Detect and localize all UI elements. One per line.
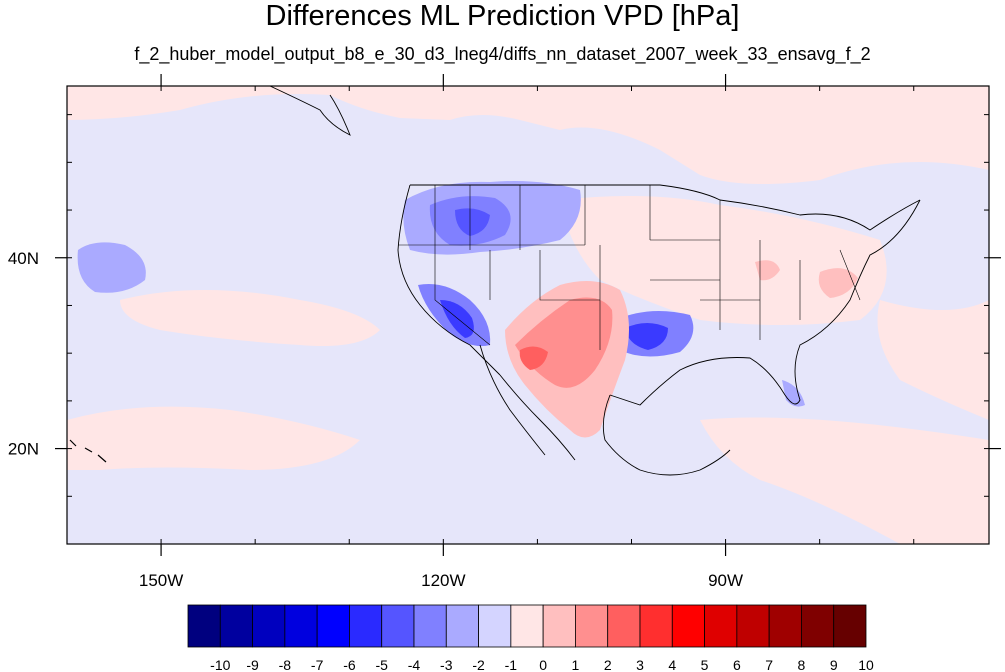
positive-area-atlantic xyxy=(877,300,989,420)
y-tick-label: 40N xyxy=(8,249,39,268)
colorbar-label: 5 xyxy=(701,657,709,672)
colorbar-label: 10 xyxy=(858,657,874,672)
colorbar-label: 3 xyxy=(636,657,644,672)
colorbar-swatch xyxy=(478,604,512,648)
colorbar-label: -1 xyxy=(505,657,518,672)
colorbar-swatch xyxy=(349,604,383,648)
colorbar-label: -4 xyxy=(408,657,421,672)
colorbar-label: -8 xyxy=(279,657,292,672)
map-frame xyxy=(66,85,990,545)
colorbar-swatch xyxy=(284,604,318,648)
positive-area-ohio-valley xyxy=(755,260,780,281)
colorbar-swatch xyxy=(413,604,447,648)
alaska-coast xyxy=(269,86,351,136)
colorbar-label: 9 xyxy=(830,657,838,672)
difference-field xyxy=(67,86,989,544)
colorbar-label: -6 xyxy=(343,657,356,672)
positive-area-mid-atlantic xyxy=(818,268,858,298)
map-title: Differences ML Prediction VPD [hPa] xyxy=(265,0,740,32)
positive-area-north-pacific xyxy=(67,86,989,184)
colorbar: -10 -9 -8 -7 -6 -5 -4 -3 -2 -1 0 1 2 3 4 5 6 7 8 9 10 xyxy=(187,604,874,672)
colorbar-label: -9 xyxy=(246,657,259,672)
positive-area-caribbean xyxy=(700,417,989,544)
positive-area-pacific-band xyxy=(120,290,380,346)
colorbar-swatch xyxy=(671,604,705,648)
colorbar-label: -7 xyxy=(311,657,324,672)
colorbar-swatch xyxy=(252,604,286,648)
y-tick-label: 20N xyxy=(8,440,39,459)
x-tick-label: 120W xyxy=(421,571,465,590)
colorbar-label: 4 xyxy=(668,657,676,672)
colorbar-swatch xyxy=(833,604,867,648)
colorbar-swatch xyxy=(639,604,673,648)
colorbar-label: 8 xyxy=(798,657,806,672)
colorbar-swatch xyxy=(768,604,802,648)
colorbar-swatch xyxy=(801,604,835,648)
colorbar-swatch xyxy=(575,604,609,648)
colorbar-swatch xyxy=(542,604,576,648)
negative-area-pacific-40n xyxy=(77,242,146,293)
colorbar-label: -5 xyxy=(375,657,388,672)
colorbar-label: 1 xyxy=(572,657,580,672)
us-canada-border xyxy=(410,184,921,231)
map-subtitle: f_2_huber_model_output_b8_e_30_d3_lneg4/… xyxy=(134,44,871,64)
x-tick-label: 90W xyxy=(708,571,743,590)
baja-coast xyxy=(479,344,576,461)
colorbar-swatch xyxy=(316,604,350,648)
colorbar-label: 6 xyxy=(733,657,741,672)
colorbar-swatch xyxy=(445,604,479,648)
colorbar-label: -3 xyxy=(440,657,453,672)
west-coast-line xyxy=(397,184,501,376)
colorbar-swatch xyxy=(381,604,415,648)
state-border-lines xyxy=(398,185,861,350)
colorbar-swatch xyxy=(704,604,738,648)
colorbar-swatch xyxy=(219,604,253,648)
colorbar-label: 7 xyxy=(765,657,773,672)
colorbar-label: 2 xyxy=(604,657,612,672)
negative-area-south-central-core xyxy=(625,323,668,350)
colorbar-label: -10 xyxy=(210,657,230,672)
colorbar-swatch xyxy=(607,604,641,648)
coastlines xyxy=(269,86,921,476)
colorbar-label: -2 xyxy=(472,657,485,672)
state-borders xyxy=(398,185,861,350)
positive-area-southwest-us-peak xyxy=(519,346,548,370)
negative-area-california-core xyxy=(440,300,474,338)
colorbar-swatch xyxy=(510,604,544,648)
colorbar-label: 0 xyxy=(539,657,547,672)
colorbar-swatch xyxy=(736,604,770,648)
mexico-coast xyxy=(602,394,731,476)
colorbar-swatch xyxy=(187,604,221,648)
axis-ticks: 150W 120W 90W 40N 20N xyxy=(8,74,1001,590)
positive-area-southwest-pacific xyxy=(67,406,360,470)
negative-area-florida xyxy=(782,380,805,407)
east-coast-line xyxy=(609,199,921,406)
hawaii-islands xyxy=(69,439,107,463)
positive-area-us-interior xyxy=(560,196,887,325)
negative-area-northwest-us-peak xyxy=(455,208,490,236)
x-tick-label: 150W xyxy=(139,571,183,590)
